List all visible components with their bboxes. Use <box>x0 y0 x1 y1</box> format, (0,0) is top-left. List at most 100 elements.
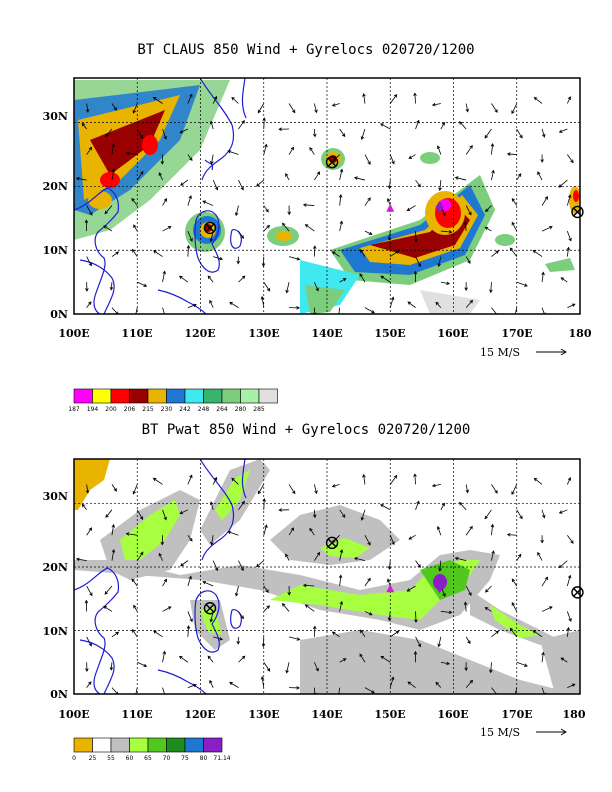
claus-wind-arrow <box>389 93 398 104</box>
claus-wind-arrow <box>362 92 366 104</box>
pwat-colorbar-swatch <box>166 737 186 753</box>
pwat-wind-arrow <box>125 532 138 536</box>
pwat-wind-arrow <box>386 578 391 587</box>
pwat-wind-arrow <box>338 574 343 587</box>
claus-wind-arrow <box>364 197 371 206</box>
pwat-wind-arrow <box>337 687 341 694</box>
pwat-wind-arrow <box>463 601 468 612</box>
pwat-wind-arrow <box>465 679 474 688</box>
claus-wind-arrow <box>187 303 197 308</box>
pwat-wind-arrow <box>263 524 268 536</box>
pwat-wind-arrow <box>414 611 418 623</box>
pwat-wind-arrow <box>86 585 93 597</box>
pwat-wind-arrow <box>437 636 442 648</box>
claus-map-frame <box>73 77 581 315</box>
pwat-wind-arrow <box>537 551 543 561</box>
pwat-wind-arrow <box>413 473 417 485</box>
pwat-wind-arrow <box>353 556 366 562</box>
claus-colorbar-swatch <box>184 388 204 404</box>
claus-wind-arrow <box>387 180 392 190</box>
claus-wind-arrow <box>558 179 568 188</box>
pwat-wind-arrow <box>464 662 468 672</box>
claus-wind-arrow <box>227 150 239 155</box>
claus-wind-arrow <box>209 299 214 308</box>
claus-wind-arrow <box>238 119 245 130</box>
pwat-wind-arrow <box>187 534 193 542</box>
pwat-scale-arrow <box>536 728 567 736</box>
pwat-wind-arrow <box>387 611 392 622</box>
claus-wind-arrow <box>339 278 347 283</box>
pwat-wind-arrow <box>390 630 400 638</box>
claus-wind-arrow <box>187 93 193 104</box>
claus-wind-arrow <box>540 154 544 163</box>
claus-wind-arrow <box>179 128 189 134</box>
pwat-lon-tick-180: 180 <box>563 708 586 721</box>
claus-lat-tick-30N: 30N <box>43 110 68 123</box>
pwat-wind-arrow <box>256 560 265 568</box>
claus-wind-arrow <box>202 200 214 206</box>
claus-wind-arrow <box>337 307 341 314</box>
claus-wind-arrow <box>339 220 344 232</box>
claus-colorbar-label: 194 <box>87 406 99 413</box>
pwat-lat-tick-10N: 10N <box>43 625 68 638</box>
pwat-colorbar-label: 71.14 <box>213 755 230 762</box>
claus-wind-arrow <box>406 205 416 212</box>
pwat-wind-arrow <box>288 484 296 495</box>
claus-wind-arrow <box>84 219 89 232</box>
claus-wind-arrow <box>207 275 214 283</box>
claus-wind-arrow <box>511 197 518 206</box>
pwat-wind-arrow <box>234 585 239 597</box>
claus-wind-arrow <box>541 128 546 138</box>
pwat-wind-arrow <box>131 578 138 587</box>
pwat-wind-arrow <box>339 509 346 518</box>
claus-wind-arrow <box>485 205 492 213</box>
pwat-wind-arrow <box>287 586 291 596</box>
claus-wind-arrow <box>263 224 271 232</box>
claus-gyre-diamond-icon <box>435 200 444 213</box>
claus-wind-arrow <box>75 177 87 181</box>
claus-wind-arrow <box>436 145 442 155</box>
claus-wind-arrow <box>566 194 572 206</box>
claus-wind-arrow <box>158 172 163 181</box>
pwat-coastlines <box>74 459 247 694</box>
pwat-wind-arrow <box>413 650 418 663</box>
pwat-wind-arrow <box>136 509 144 521</box>
pwat-wind-arrow <box>364 611 373 616</box>
pwat-wind-arrow <box>85 484 90 494</box>
pwat-wind-arrow <box>558 509 568 514</box>
claus-colorbar-label: 215 <box>142 406 154 413</box>
claus-wind-arrow <box>484 226 492 232</box>
claus-wind-arrow <box>313 281 319 292</box>
claus-wind-arrow <box>287 205 291 216</box>
claus-wind-arrow <box>136 170 144 181</box>
claus-wind-arrow <box>567 154 574 164</box>
pwat-wind-arrow <box>331 631 340 638</box>
claus-colorbar-label: 230 <box>161 406 173 413</box>
claus-wind-arrow <box>491 307 499 314</box>
claus-wind-arrow <box>111 103 117 111</box>
claus-wind-arrow <box>213 256 224 261</box>
pwat-wind-arrow <box>407 681 416 688</box>
claus-wind-arrow <box>160 154 165 165</box>
claus-wind-arrow <box>180 179 189 186</box>
claus-cloud-field <box>74 80 580 314</box>
claus-wind-arrow <box>162 128 167 140</box>
pwat-wind-arrow <box>389 535 395 546</box>
pwat-wind-arrow <box>238 560 244 572</box>
pwat-wind-arrow <box>566 574 572 587</box>
pwat-wind-arrow <box>415 636 421 648</box>
claus-lon-tick-120E: 120E <box>184 327 215 340</box>
claus-wind-arrow <box>459 121 467 130</box>
claus-wind-arrow <box>288 103 296 114</box>
claus-wind-arrow <box>111 251 120 257</box>
pwat-wind-arrow <box>509 627 518 638</box>
pwat-lon-tick-130E: 130E <box>248 708 279 721</box>
pwat-wind-arrow <box>187 611 193 623</box>
pwat-wind-arrow <box>238 655 246 663</box>
claus-wind-arrow <box>567 303 576 308</box>
pwat-wind-arrow <box>210 535 214 546</box>
claus-wind-arrow <box>465 103 470 113</box>
pwat-wind-arrow <box>178 655 189 663</box>
claus-wind-arrow <box>309 147 315 155</box>
pwat-wind-arrow <box>187 474 193 485</box>
